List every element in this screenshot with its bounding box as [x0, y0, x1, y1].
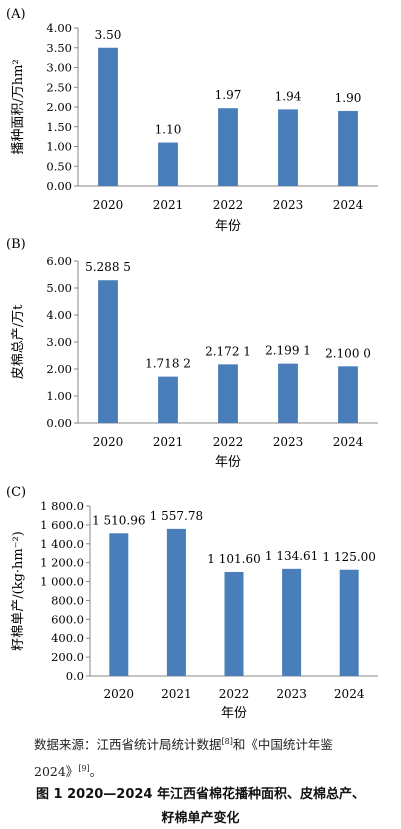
source-text-2: 和《中国统计年鉴: [232, 737, 333, 753]
figure-caption-line-2: 籽棉单产变化: [161, 811, 240, 826]
y-tick-label-a: 3.50: [46, 41, 72, 55]
y-tick-label-c: 400.0: [51, 631, 84, 645]
x-axis-title-b: 年份: [215, 455, 241, 470]
bar-a-2023: [278, 109, 298, 186]
x-tick-label-b-2020: 2020: [93, 435, 124, 449]
y-tick-label-b: 2.00: [46, 362, 72, 376]
x-tick-label-a-2023: 2023: [273, 198, 304, 212]
figure-caption-line-1: 图 1 2020—2024 年江西省棉花播种面积、皮棉总产、: [36, 787, 365, 802]
x-axis-title-a: 年份: [215, 219, 241, 234]
y-tick-label-b: 4.00: [46, 308, 72, 322]
y-tick-label-a: 2.00: [46, 100, 72, 114]
data-label-b-2022: 2.172 1: [205, 344, 251, 358]
panel-label-c: (C): [6, 485, 26, 500]
data-label-c-2023: 1 134.61: [265, 549, 318, 563]
y-tick-label-a: 3.00: [46, 61, 72, 75]
y-tick-label-b: 1.00: [46, 389, 72, 403]
bar-a-2024: [338, 110, 358, 186]
panel-label-a: (A): [6, 7, 26, 22]
y-tick-label-a: 0.50: [46, 159, 72, 173]
x-tick-label-c-2022: 2022: [219, 687, 250, 701]
y-tick-label-c: 800.0: [51, 593, 84, 607]
x-tick-label-b-2021: 2021: [153, 435, 184, 449]
bar-a-2020: [98, 47, 118, 186]
y-axis-title-a: 播种面积/万hm²: [11, 59, 26, 154]
y-tick-label-c: 200.0: [51, 650, 84, 664]
y-tick-label-c: 1 200.0: [40, 556, 84, 570]
x-tick-label-a-2021: 2021: [153, 198, 184, 212]
data-label-b-2020: 5.288 5: [85, 260, 131, 274]
source-ref-1: [8]: [221, 737, 233, 746]
source-text-3: 2024》: [34, 764, 79, 780]
x-tick-label-c-2024: 2024: [334, 687, 365, 701]
bar-a-2021: [158, 142, 178, 186]
bar-c-2024: [339, 569, 359, 676]
y-tick-label-a: 1.50: [46, 120, 72, 134]
x-tick-label-a-2020: 2020: [93, 198, 124, 212]
bar-c-2021: [166, 528, 186, 676]
y-tick-label-c: 1 000.0: [40, 575, 84, 589]
figure-charts: (A) 0.00 0.50 1.00 1.50 2.00 2.50 3.00 3.50 4.00 3…: [6, 7, 378, 721]
data-label-c-2021: 1 557.78: [150, 509, 203, 523]
data-label-c-2020: 1 510.96: [92, 513, 145, 527]
x-tick-label-a-2024: 2024: [333, 198, 364, 212]
data-label-c-2024: 1 125.00: [322, 550, 375, 564]
data-label-c-2022: 1 101.60: [207, 552, 260, 566]
bar-c-2023: [282, 568, 302, 676]
source-text-4: 。: [89, 764, 103, 780]
bar-b-2020: [98, 280, 118, 423]
data-source-note: 数据来源：江西省统计局统计数据[8]和《中国统计年鉴 2024》[9]。: [34, 730, 386, 784]
x-tick-label-c-2023: 2023: [276, 687, 307, 701]
x-tick-label-b-2023: 2023: [273, 435, 304, 449]
data-label-a-2020: 3.50: [95, 28, 122, 42]
y-tick-label-b: 6.00: [46, 254, 72, 268]
y-axis-title-b: 皮棉总产/万t: [11, 304, 26, 379]
x-tick-label-c-2021: 2021: [161, 687, 192, 701]
y-tick-label-b: 3.00: [46, 335, 72, 349]
y-tick-label-c: 1 600.0: [40, 518, 84, 532]
y-tick-label-c: 1 400.0: [40, 537, 84, 551]
data-label-b-2023: 2.199 1: [265, 344, 311, 358]
x-tick-label-b-2022: 2022: [213, 435, 244, 449]
source-ref-2: [9]: [78, 764, 90, 774]
x-tick-label-c-2020: 2020: [104, 687, 135, 701]
data-label-b-2024: 2.100 0: [325, 346, 371, 360]
y-tick-label-c: 1 800.0: [40, 499, 84, 513]
data-label-a-2023: 1.94: [275, 89, 302, 103]
bar-b-2021: [158, 376, 178, 423]
bar-c-2022: [224, 571, 244, 676]
y-tick-label-a: 1.00: [46, 140, 72, 154]
x-tick-label-b-2024: 2024: [333, 435, 364, 449]
y-tick-label-c: 0.0: [66, 669, 84, 683]
bar-b-2023: [278, 363, 298, 423]
bar-b-2022: [218, 364, 238, 423]
y-tick-label-b: 5.00: [46, 281, 72, 295]
x-axis-title-c: 年份: [221, 706, 247, 721]
data-label-a-2022: 1.97: [215, 88, 242, 102]
data-label-a-2021: 1.10: [155, 123, 182, 137]
y-axis-title-c: 籽棉单产/(kg·hm⁻²): [11, 531, 26, 651]
bar-a-2022: [218, 108, 238, 186]
bar-b-2024: [338, 366, 358, 423]
data-label-b-2021: 1.718 2: [145, 357, 191, 371]
y-tick-label-a: 0.00: [46, 179, 72, 193]
data-label-a-2024: 1.90: [335, 91, 362, 105]
bar-c-2020: [109, 533, 129, 676]
source-text-1: 数据来源：江西省统计局统计数据: [34, 737, 222, 753]
x-tick-label-a-2022: 2022: [213, 198, 244, 212]
y-tick-label-a: 4.00: [46, 21, 72, 35]
panel-label-b: (B): [6, 237, 26, 252]
y-tick-label-b: 0.00: [46, 416, 72, 430]
y-tick-label-a: 2.50: [46, 80, 72, 94]
y-tick-label-c: 600.0: [51, 612, 84, 626]
